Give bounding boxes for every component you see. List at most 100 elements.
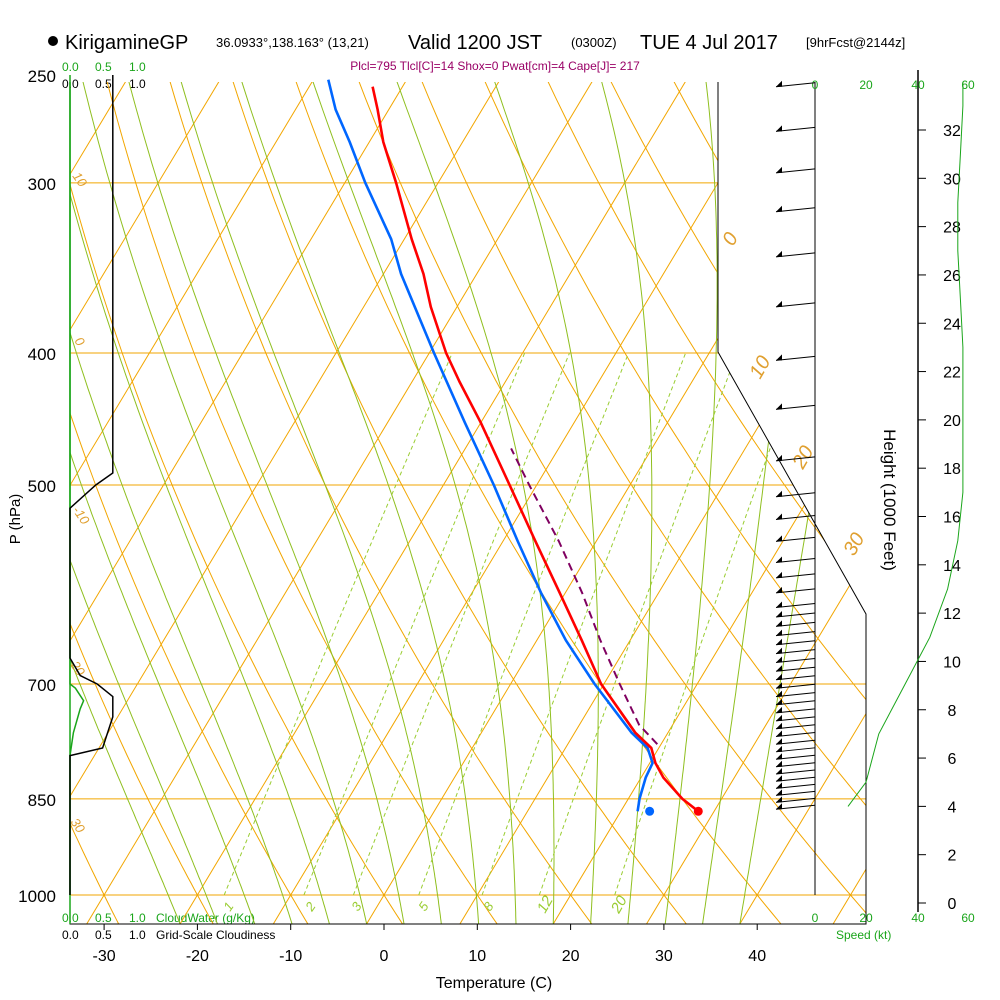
dry-adiabat — [583, 82, 866, 924]
wind-barb — [775, 754, 816, 760]
wind-barb-flag — [776, 753, 782, 760]
wind-barb-flag — [776, 775, 782, 782]
parcel-curve — [510, 447, 659, 745]
height-axis-title: Height (1000 Feet) — [880, 429, 899, 571]
height-tick-label: 10 — [943, 654, 961, 671]
wind-barb-flag — [776, 722, 782, 729]
wind-barb — [775, 708, 816, 714]
height-tick-label: 4 — [948, 799, 957, 816]
wind-barb — [775, 631, 816, 637]
moist-adiabat-label: 12 — [534, 892, 557, 916]
wind-barb — [775, 649, 816, 655]
isotherm-line — [85, 82, 606, 924]
wind-barb-flag — [776, 738, 782, 745]
moist-adiabat — [293, 82, 517, 924]
wind-barb — [775, 747, 816, 753]
wind-barb — [775, 692, 816, 698]
top-green-2: 1.0 — [129, 60, 146, 74]
y-axis-title: P (hPa) — [7, 494, 24, 545]
valid-date: TUE 4 Jul 2017 — [640, 32, 778, 54]
wind-barb — [775, 700, 816, 706]
wind-speed-curve — [847, 81, 964, 807]
valid-time: Valid 1200 JST — [408, 32, 542, 54]
wind-barb-flag — [776, 796, 782, 803]
dry-adiabat — [460, 82, 866, 924]
temperature-tick-label: 0 — [380, 948, 389, 965]
isotherm-line — [178, 82, 699, 924]
wind-barb-flag — [776, 682, 782, 689]
wind-barb-flag — [776, 513, 782, 520]
wind-barb — [775, 621, 816, 627]
top-scale: 0.0 0.5 1.0 0.0 0.5 1.0 — [62, 60, 146, 91]
wind-barb-flag — [776, 745, 782, 752]
height-tick-label: 12 — [943, 606, 961, 623]
cloudiness-curve — [69, 75, 114, 895]
moist-adiabat — [165, 82, 442, 924]
background-grid — [70, 82, 866, 924]
moist-adiabat — [70, 120, 181, 924]
top-black-1: 0.5 — [95, 77, 112, 91]
wind-barb-flag — [776, 610, 782, 617]
wind-barb-flag — [776, 730, 782, 737]
surface-dewpoint-dot — [645, 806, 655, 816]
dry-adiabat — [70, 82, 214, 924]
pressure-tick-label: 400 — [28, 345, 56, 364]
wind-barb — [775, 588, 816, 594]
speed-tick-bottom: 0 — [812, 911, 819, 925]
speed-tick-top: 20 — [859, 78, 873, 92]
wind-barb-flag — [776, 767, 782, 774]
moist-adiabat — [70, 82, 330, 924]
wind-barb-flag — [776, 535, 782, 542]
dry-adiabat-label: 10 — [70, 169, 91, 190]
moist-adiabat — [702, 82, 799, 924]
wind-barb — [775, 602, 816, 608]
wind-barb-flag — [776, 706, 782, 713]
wind-barb — [775, 732, 816, 738]
bottom-black-1: 0.5 — [95, 928, 112, 942]
wind-barb — [775, 492, 816, 498]
wind-barb — [775, 769, 816, 775]
wind-barb — [775, 536, 816, 542]
indices-line: Plcl=795 Tlcl[C]=14 Shox=0 Pwat[cm]=4 Ca… — [350, 59, 640, 73]
top-black-2: 1.0 — [129, 77, 146, 91]
isotherm-line — [70, 82, 513, 924]
wind-barb — [775, 404, 816, 410]
pressure-tick-label: 300 — [28, 175, 56, 194]
wind-barb-flag — [776, 665, 782, 672]
pressure-tick-label: 1000 — [18, 887, 56, 906]
wind-barb-flag — [776, 714, 782, 721]
forecast-label: [9hrFcst@2144z] — [806, 35, 905, 50]
wind-barb-flag — [776, 586, 782, 593]
height-tick-label: 30 — [943, 171, 961, 188]
wind-panel: 0246810121416182022242628303200202040406… — [775, 70, 975, 925]
wind-barb-flag — [776, 782, 782, 789]
wind-barb-flag — [776, 690, 782, 697]
height-tick-label: 6 — [948, 751, 957, 768]
bottom-green-1: 0.5 — [95, 911, 112, 925]
wind-barb — [775, 82, 816, 88]
wind-barb-flag — [776, 166, 782, 173]
pressure-tick-label: 500 — [28, 477, 56, 496]
speed-tick-top: 60 — [961, 78, 975, 92]
dry-adiabat — [337, 82, 866, 924]
dry-adiabat — [70, 82, 309, 924]
moist-adiabat — [474, 82, 599, 924]
height-tick-label: 8 — [948, 703, 957, 720]
height-tick-label: 22 — [943, 365, 961, 382]
cloudiness-label: Grid-Scale Cloudiness — [156, 928, 275, 942]
wind-barb-flag — [776, 490, 782, 497]
dry-adiabat — [70, 82, 120, 924]
height-tick-label: 2 — [948, 848, 957, 865]
speed-axis-title: Speed (kt) — [836, 928, 891, 942]
temperature-tick-label: -30 — [93, 948, 116, 965]
height-tick-label: 24 — [943, 316, 961, 333]
height-tick-label: 32 — [943, 123, 961, 140]
wind-barb — [775, 724, 816, 730]
wind-barb — [775, 302, 816, 308]
wind-barb — [775, 355, 816, 361]
dry-adiabat — [92, 82, 498, 924]
temperature-tick-label: 40 — [748, 948, 766, 965]
bottom-black-2: 1.0 — [129, 928, 146, 942]
dry-adiabat — [153, 82, 593, 924]
cloudwater-label: CloudWater (g/Kg) — [156, 911, 255, 925]
